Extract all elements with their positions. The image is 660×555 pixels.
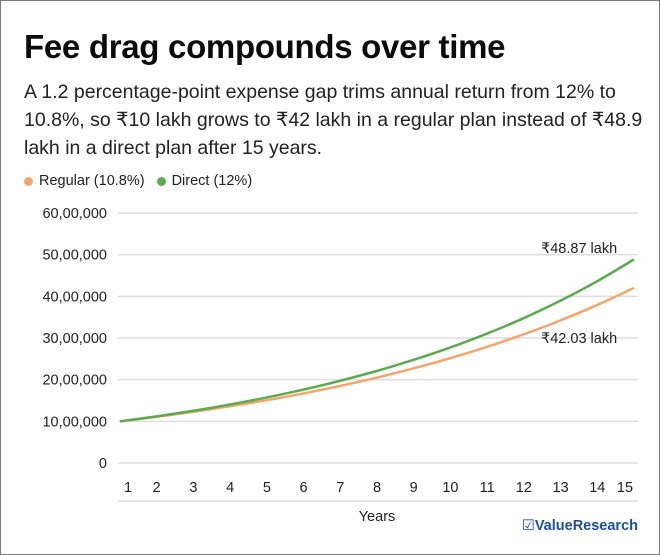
x-tick-label: 4 (226, 480, 234, 496)
x-tick-label: 5 (263, 480, 271, 496)
x-tick-label: 1 (124, 480, 132, 496)
x-tick-label: 10 (442, 480, 458, 496)
x-axis-label: Years (359, 509, 396, 525)
legend-swatch-direct (156, 176, 166, 186)
y-tick-label: 20,00,000 (42, 373, 107, 389)
legend-label-regular: Regular (10.8%) (39, 173, 145, 189)
x-tick-label: 11 (480, 480, 495, 496)
x-tick-label: 14 (589, 480, 605, 496)
brand-logo: ☑ValueResearch (522, 518, 638, 534)
x-tick-label: 13 (553, 480, 569, 496)
end-label-regular: ₹42.03 lakh (541, 331, 617, 347)
y-tick-label: 50,00,000 (42, 248, 107, 264)
y-tick-label: 40,00,000 (42, 289, 107, 305)
checkbox-icon: ☑ (521, 518, 535, 534)
legend-item-direct: Direct (12%) (156, 173, 253, 189)
x-tick-label: 15 (617, 480, 633, 496)
series-line-regular (119, 286, 635, 423)
x-tick-label: 2 (153, 480, 161, 496)
x-tick-label: 8 (373, 480, 381, 496)
x-tick-label: 9 (410, 480, 418, 496)
y-tick-label: 60,00,000 (42, 206, 107, 222)
legend-item-regular: Regular (10.8%) (24, 173, 145, 189)
x-tick-label: 12 (516, 480, 532, 496)
y-tick-label: 10,00,000 (42, 414, 107, 430)
x-tick-label: 7 (336, 480, 344, 496)
x-tick-label: 6 (300, 480, 308, 496)
end-label-direct: ₹48.87 lakh (541, 241, 617, 257)
y-tick-label: 0 (99, 456, 107, 472)
legend: Regular (10.8%) Direct (12%) (24, 173, 252, 189)
chart-title: Fee drag compounds over time (24, 28, 506, 65)
chart-subtitle: A 1.2 percentage-point expense gap trims… (24, 81, 643, 159)
legend-label-direct: Direct (12%) (171, 173, 253, 189)
x-tick-label: 3 (189, 480, 197, 496)
y-tick-label: 30,00,000 (42, 331, 107, 347)
brand-name: ValueResearch (534, 518, 638, 534)
legend-swatch-regular (24, 176, 33, 186)
